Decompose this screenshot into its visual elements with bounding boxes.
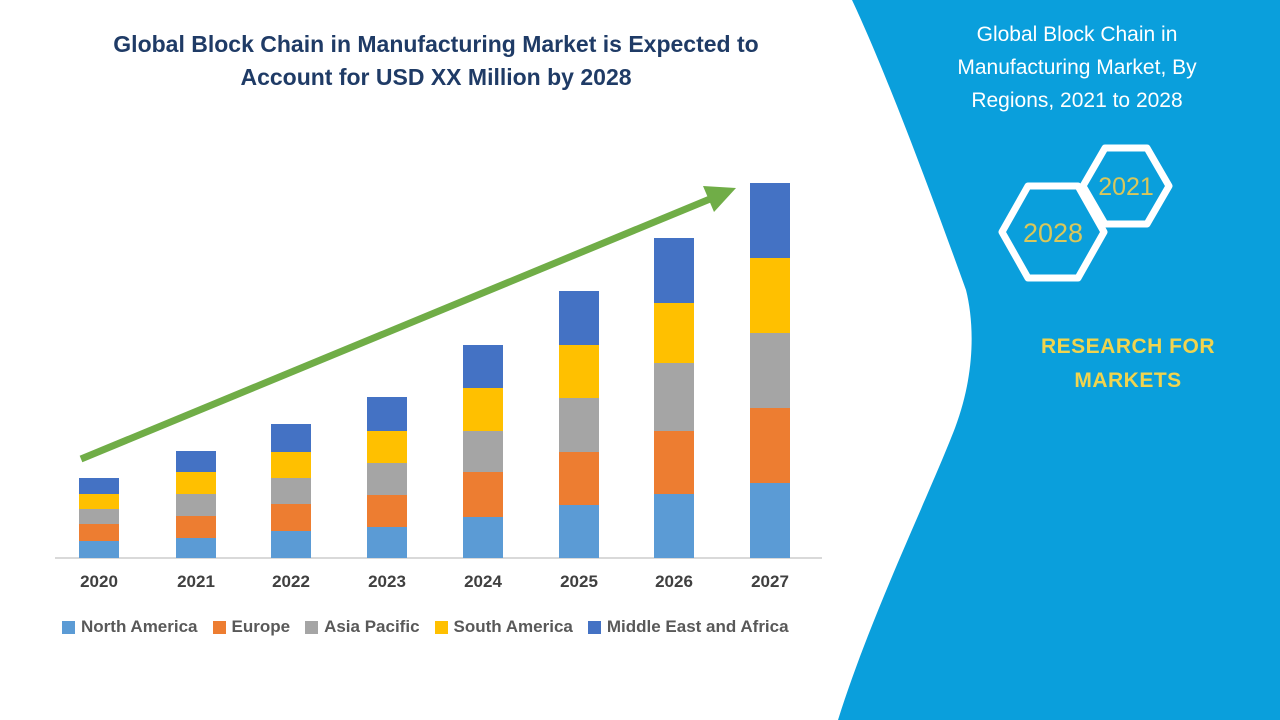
bar-segment-asia-pacific-2026 <box>654 363 694 431</box>
legend-swatch-asia-pacific <box>305 620 319 634</box>
hexagon-2021-label: 2021 <box>1098 173 1154 201</box>
x-axis-label-2025: 2025 <box>560 572 598 591</box>
bar-segment-middle-east-and-africa-2020 <box>79 478 119 494</box>
bar-segment-north-america-2020 <box>79 541 119 558</box>
chart-legend: North America Europe Asia Pacific South Ame… <box>62 617 789 637</box>
bar-segment-europe-2027 <box>750 408 790 483</box>
bar-segment-middle-east-and-africa-2024 <box>463 345 503 388</box>
side-panel-title-line: Regions, 2021 to 2028 <box>971 89 1183 112</box>
bar-segment-south-america-2027 <box>750 258 790 333</box>
bar-segment-north-america-2021 <box>176 538 216 558</box>
legend-label-europe: Europe <box>231 617 291 636</box>
legend-swatch-middle-east-and-africa <box>587 620 601 634</box>
side-panel-title: Global Block Chain in Manufacturing Mark… <box>936 18 1218 117</box>
hexagon-2028: 2028 <box>998 182 1108 282</box>
bar-segment-europe-2023 <box>367 495 407 527</box>
x-axis-label-2022: 2022 <box>272 572 310 591</box>
x-axis-label-2024: 2024 <box>464 572 502 591</box>
bar-segment-europe-2024 <box>463 472 503 517</box>
bar-segment-asia-pacific-2027 <box>750 333 790 408</box>
legend-item-middle-east-and-africa: Middle East and Africa <box>587 617 789 637</box>
brand-line: RESEARCH FOR <box>1040 335 1215 358</box>
x-axis-label-2023: 2023 <box>368 572 406 591</box>
bar-segment-north-america-2024 <box>463 517 503 558</box>
legend-label-middle-east-and-africa: Middle East and Africa <box>606 617 789 636</box>
legend-swatch-europe <box>212 620 226 634</box>
bar-segment-north-america-2022 <box>271 531 311 558</box>
bar-segment-asia-pacific-2022 <box>271 478 311 504</box>
bar-segment-south-america-2023 <box>367 431 407 463</box>
hexagon-2028-label: 2028 <box>1023 218 1083 248</box>
x-axis-label-2026: 2026 <box>655 572 693 591</box>
bar-segment-europe-2020 <box>79 524 119 541</box>
side-panel-title-line: Global Block Chain in <box>976 23 1178 46</box>
bar-segment-north-america-2027 <box>750 483 790 558</box>
brand-line: MARKETS <box>1074 369 1182 392</box>
chart-title: Global Block Chain in Manufacturing Mark… <box>113 31 759 90</box>
bar-segment-asia-pacific-2025 <box>559 398 599 452</box>
legend-swatch-north-america <box>62 620 75 634</box>
bar-segment-south-america-2026 <box>654 303 694 363</box>
legend-item-asia-pacific: Asia Pacific <box>305 617 420 637</box>
bar-segment-asia-pacific-2024 <box>463 431 503 472</box>
legend-label-north-america: North America <box>81 617 198 636</box>
bar-segment-europe-2026 <box>654 431 694 494</box>
bar-segment-south-america-2021 <box>176 472 216 494</box>
bar-segment-middle-east-and-africa-2021 <box>176 451 216 472</box>
bar-segment-south-america-2024 <box>463 388 503 431</box>
bar-segment-asia-pacific-2023 <box>367 463 407 495</box>
brand-logo-text: RESEARCH FOR MARKETS <box>1008 330 1248 398</box>
legend-label-asia-pacific: Asia Pacific <box>324 617 420 636</box>
legend-item-europe: Europe <box>212 617 291 637</box>
bar-segment-europe-2021 <box>176 516 216 538</box>
bar-segment-north-america-2026 <box>654 494 694 558</box>
bar-segment-north-america-2025 <box>559 505 599 558</box>
bar-segment-asia-pacific-2020 <box>79 509 119 524</box>
bar-segment-asia-pacific-2021 <box>176 494 216 516</box>
legend-item-north-america: North America <box>62 617 198 637</box>
legend-swatch-south-america <box>434 620 448 634</box>
x-axis-label-2020: 2020 <box>80 572 118 591</box>
bar-segment-middle-east-and-africa-2023 <box>367 397 407 431</box>
legend-label-south-america: South America <box>453 617 573 636</box>
x-axis-label-2021: 2021 <box>177 572 215 591</box>
hexagon-2021: 2021 <box>1079 144 1173 228</box>
side-panel-title-line: Manufacturing Market, By <box>957 56 1197 79</box>
bar-segment-europe-2025 <box>559 452 599 505</box>
x-axis-line <box>55 557 822 559</box>
bar-segment-middle-east-and-africa-2025 <box>559 291 599 345</box>
legend-item-south-america: South America <box>434 617 573 637</box>
trend-arrow-icon <box>79 186 736 463</box>
bar-segment-middle-east-and-africa-2027 <box>750 183 790 258</box>
bar-segment-south-america-2022 <box>271 452 311 478</box>
bar-segment-europe-2022 <box>271 504 311 531</box>
bar-segment-south-america-2020 <box>79 494 119 509</box>
bar-segment-south-america-2025 <box>559 345 599 398</box>
bar-segment-north-america-2023 <box>367 527 407 558</box>
bar-segment-middle-east-and-africa-2022 <box>271 424 311 452</box>
bar-segment-middle-east-and-africa-2026 <box>654 238 694 303</box>
x-axis-label-2027: 2027 <box>751 572 789 591</box>
